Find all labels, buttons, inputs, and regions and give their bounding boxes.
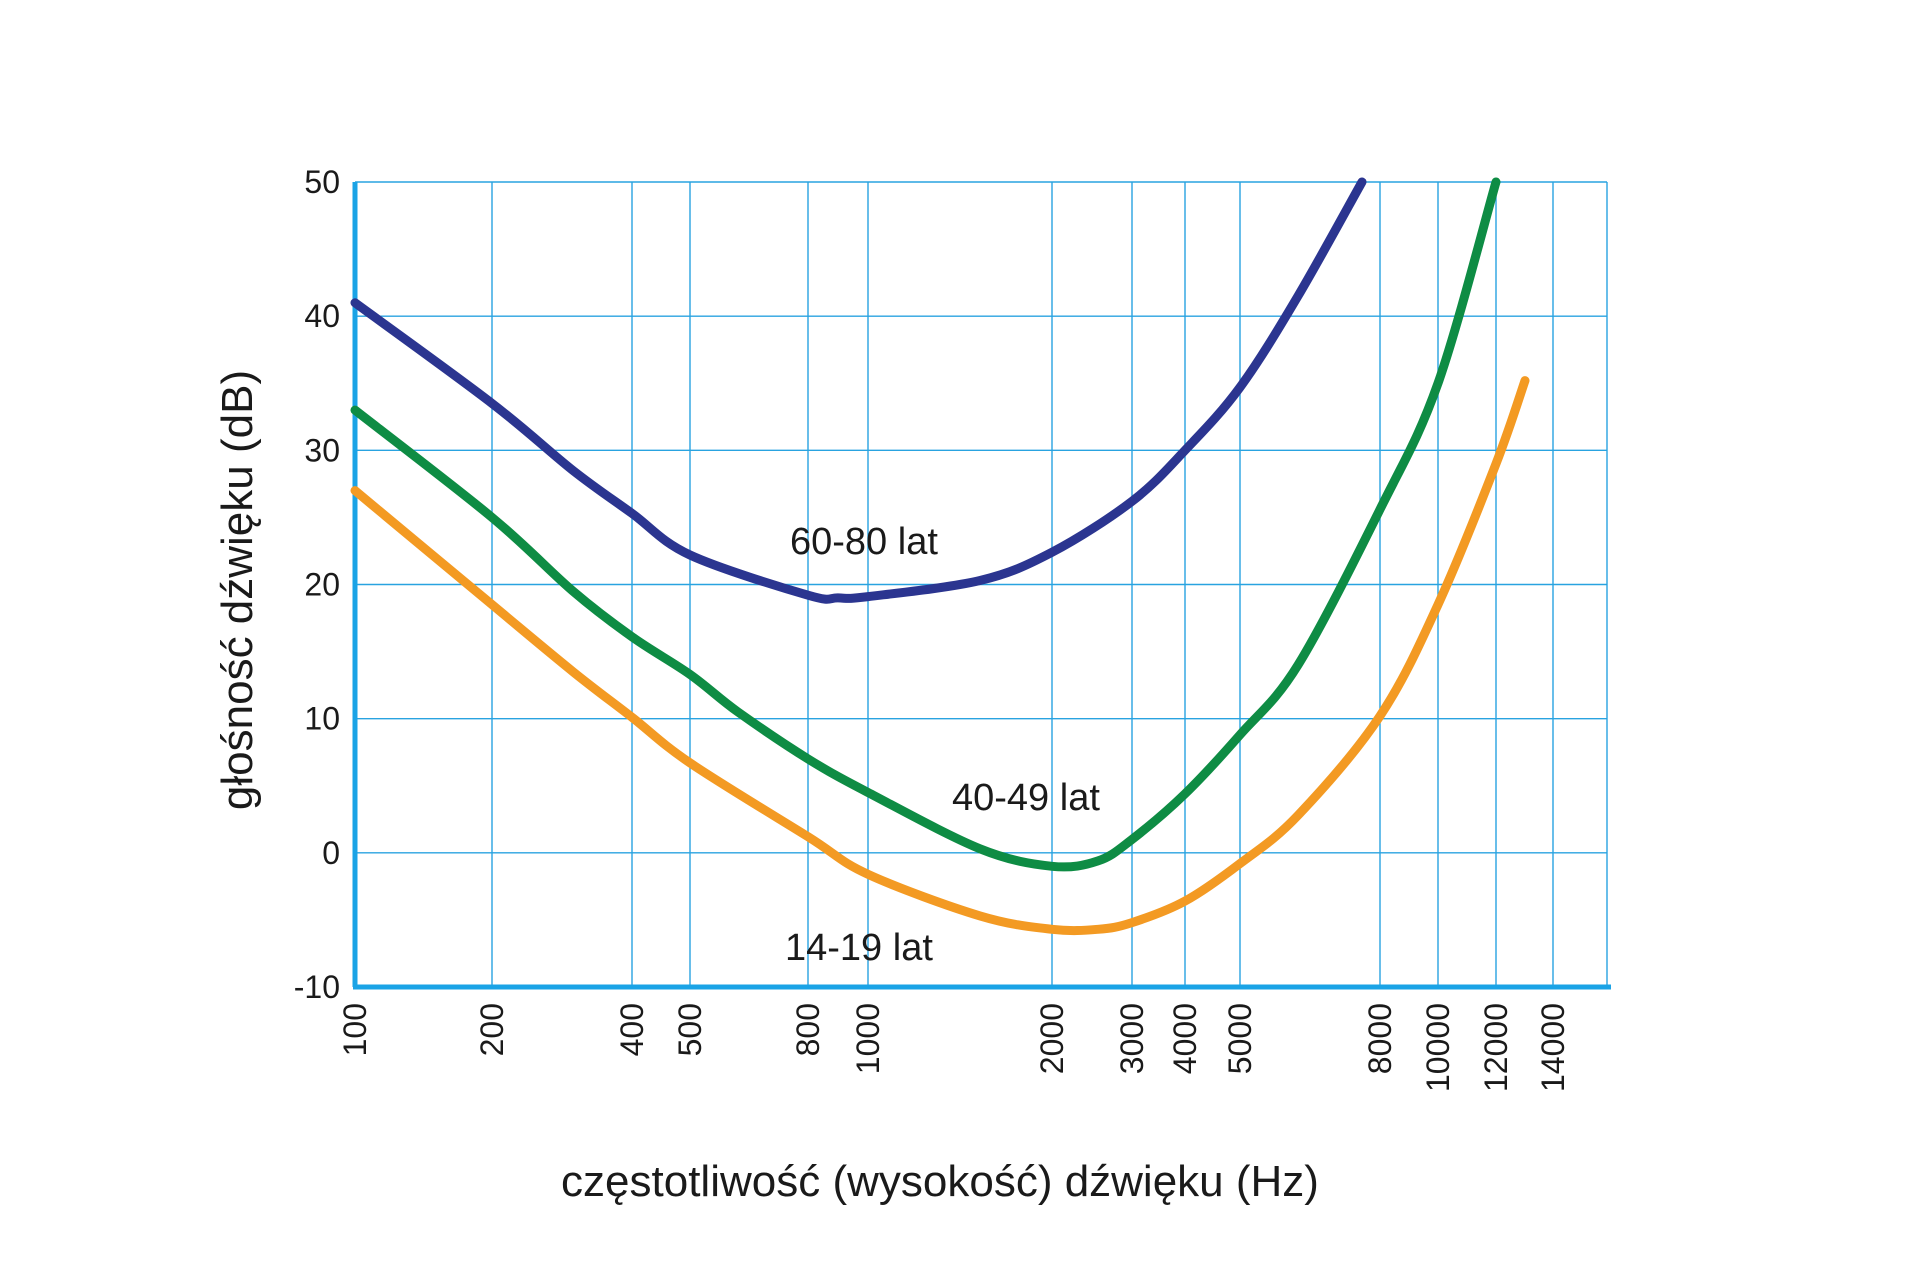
y-tick-label: -10 xyxy=(294,969,340,1005)
series-line-60-80-lat xyxy=(350,177,1367,604)
x-tick-label: 1000 xyxy=(850,1003,886,1074)
series-label-14-19: 14-19 lat xyxy=(785,927,933,969)
x-tick-label: 2000 xyxy=(1034,1003,1070,1074)
x-tick-label: 12000 xyxy=(1478,1003,1514,1092)
y-tick-label: 50 xyxy=(304,164,340,200)
x-tick-label: 100 xyxy=(337,1003,373,1056)
x-tick-label: 4000 xyxy=(1167,1003,1203,1074)
x-tick-label: 3000 xyxy=(1114,1003,1150,1074)
y-tick-label: 30 xyxy=(304,432,340,468)
series-lines xyxy=(350,177,1530,936)
series-label-60-80: 60-80 lat xyxy=(790,521,938,563)
x-tick-label: 500 xyxy=(672,1003,708,1056)
x-axis-title: częstotliwość (wysokość) dźwięku (Hz) xyxy=(561,1157,1319,1206)
y-tick-label: 40 xyxy=(304,298,340,334)
y-axis-title: głośność dźwięku (dB) xyxy=(213,370,262,810)
x-tick-labels: 100 200 400 500 800 1000 2000 3000 4000 5000 8000 1… xyxy=(337,1003,1571,1092)
y-tick-label: 0 xyxy=(322,835,340,871)
x-tick-label: 5000 xyxy=(1222,1003,1258,1074)
axes xyxy=(352,182,1611,990)
series-line-40-49-lat xyxy=(350,177,1501,872)
x-tick-label: 10000 xyxy=(1420,1003,1456,1092)
series-line-14-19-lat xyxy=(350,376,1530,936)
x-tick-label: 800 xyxy=(790,1003,826,1056)
y-tick-label: 20 xyxy=(304,567,340,603)
y-tick-labels: 50 40 30 20 10 0 -10 xyxy=(294,164,340,1005)
y-tick-label: 10 xyxy=(304,701,340,737)
x-tick-label: 14000 xyxy=(1535,1003,1571,1092)
x-tick-label: 200 xyxy=(474,1003,510,1056)
x-tick-label: 8000 xyxy=(1362,1003,1398,1074)
x-tick-label: 400 xyxy=(614,1003,650,1056)
series-label-40-49: 40-49 lat xyxy=(952,777,1100,819)
